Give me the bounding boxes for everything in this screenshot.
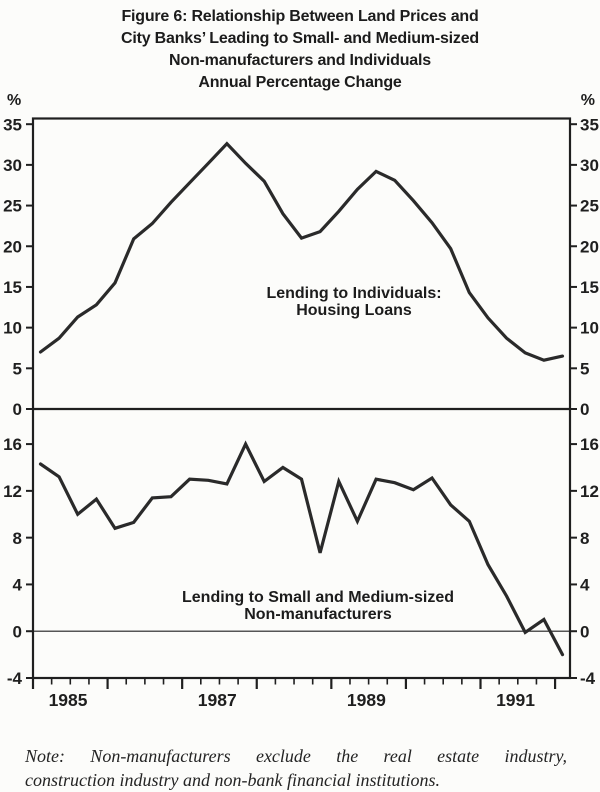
y-tick-label-right: 4	[580, 576, 590, 595]
y-tick-label-left: 8	[13, 529, 22, 548]
figure-title-line-4: Annual Percentage Change	[198, 74, 402, 91]
y-tick-label-right: 15	[580, 278, 599, 297]
plot-border	[31, 117, 572, 680]
annotation-non-manufacturers: Lending to Small and Medium-sized Non-ma…	[182, 589, 454, 623]
y-tick-label-right: 20	[580, 237, 599, 256]
dual-panel-line-chart: 0 0 5 5 10 10 15 15 20 20 25 25 30 30 35 35 -4 -4 0 0 4 4 8 8 12…	[3, 115, 599, 710]
x-axis-year-label: 1989	[347, 690, 386, 710]
y-tick-label-left: -4	[7, 669, 23, 688]
figure-title-line-1: Figure 6: Relationship Between Land Pric…	[121, 8, 479, 25]
y-tick-label-left: 35	[3, 115, 22, 134]
figure-note-line-2: construction industry and non-bank finan…	[25, 770, 440, 790]
y-tick-label-left: 20	[3, 237, 22, 256]
unit-label-right: %	[580, 92, 595, 109]
annotation-housing-loans: Lending to Individuals: Housing Loans	[266, 285, 441, 319]
y-tick-label-left: 5	[13, 359, 22, 378]
y-tick-label-left: 30	[3, 156, 22, 175]
x-axis-year-label: 1985	[49, 690, 88, 710]
annotation-non-manufacturers-line-2: Non-manufacturers	[244, 606, 392, 623]
y-tick-label-right: 16	[580, 435, 599, 454]
figure-note: Note: Non-manufacturers exclude the real…	[25, 744, 567, 792]
y-tick-label-right: 30	[580, 156, 599, 175]
y-tick-label-right: 8	[580, 529, 589, 548]
y-tick-label-left: 25	[3, 197, 22, 216]
y-tick-label-right: -4	[580, 669, 596, 688]
x-axis-year-label: 1987	[198, 690, 237, 710]
unit-label-left: %	[7, 92, 22, 109]
y-tick-label-left: 0	[13, 400, 22, 419]
y-tick-label-left: 0	[13, 622, 22, 641]
y-tick-label-right: 0	[580, 400, 589, 419]
housing-loans-line	[38, 141, 565, 362]
figure-title-line-3: Non-manufacturers and Individuals	[169, 52, 431, 69]
non-manufacturers-line	[38, 440, 565, 657]
y-tick-label-left: 4	[13, 576, 23, 595]
y-tick-label-left: 15	[3, 278, 22, 297]
y-tick-label-right: 0	[580, 622, 589, 641]
figure-title-line-2: City Banks’ Leading to Small- and Medium…	[121, 30, 479, 47]
y-tick-label-left: 16	[3, 435, 22, 454]
y-tick-label-right: 25	[580, 197, 599, 216]
y-tick-label-right: 10	[580, 319, 599, 338]
y-tick-label-right: 35	[580, 115, 599, 134]
annotation-housing-loans-line-2: Housing Loans	[296, 302, 412, 319]
y-tick-label-left: 10	[3, 319, 22, 338]
figure-title: Figure 6: Relationship Between Land Pric…	[0, 6, 600, 94]
y-tick-label-right: 5	[580, 359, 589, 378]
figure-note-line-1: Note: Non-manufacturers exclude the real…	[25, 746, 567, 766]
annotation-housing-loans-line-1: Lending to Individuals:	[266, 285, 442, 302]
y-tick-label-right: 12	[580, 482, 599, 501]
x-axis-year-label: 1991	[496, 690, 535, 710]
annotation-non-manufacturers-line-1: Lending to Small and Medium-sized	[181, 589, 455, 606]
y-tick-label-left: 12	[3, 482, 22, 501]
